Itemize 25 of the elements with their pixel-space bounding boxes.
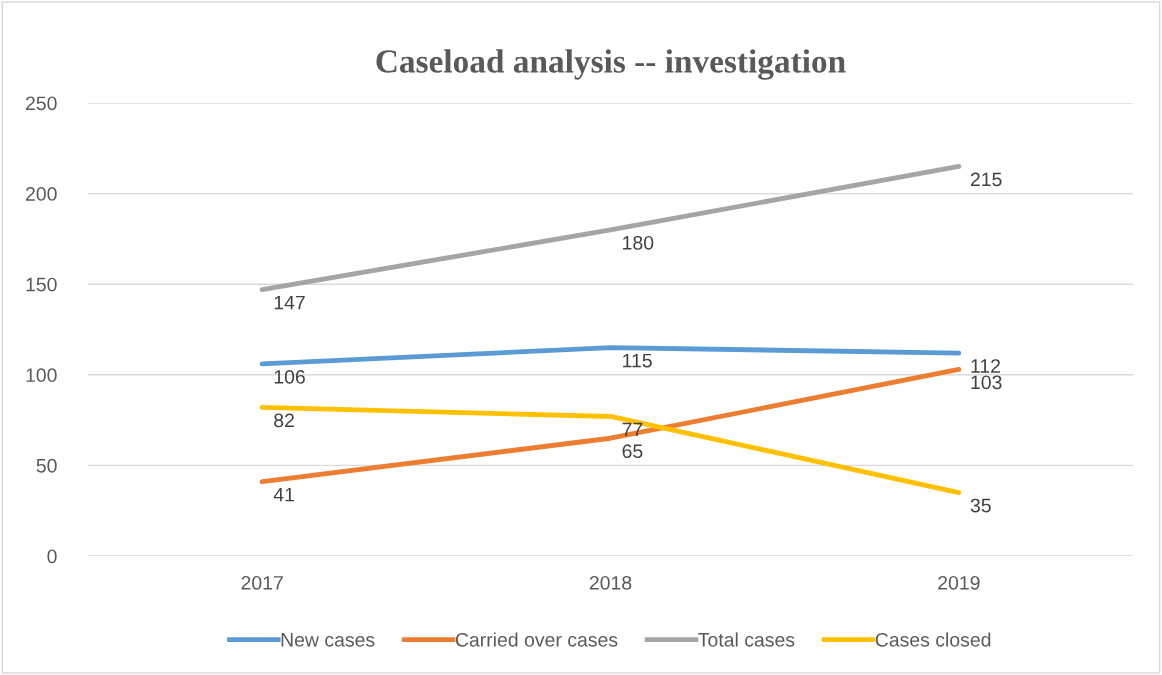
data-label: 41 [273,487,294,502]
data-label: 82 [274,413,294,428]
x-tick-label: 2017 [241,575,283,590]
y-tick-label: 100 [26,368,57,383]
x-tick-label: 2019 [938,575,980,590]
y-tick-label: 250 [25,96,57,111]
data-label: 35 [970,498,991,513]
data-label: 65 [622,444,643,459]
chart-title: Caseload analysis -- investigation [376,49,846,80]
legend-label: New cases [281,633,375,647]
legend-label: Carried over cases [455,632,618,647]
y-tick-label: 0 [47,549,57,564]
data-label: 180 [623,235,654,250]
legend-label: Cases closed [875,632,991,647]
data-label: 215 [970,172,1002,187]
y-tick-label: 50 [36,458,57,473]
data-label: 103 [971,375,1002,390]
legend-label: Total cases [698,632,795,647]
data-label: 147 [274,295,305,310]
data-label: 115 [623,353,652,368]
data-label: 112 [971,359,1000,373]
y-tick-label: 150 [26,277,57,292]
y-tick-label: 200 [25,187,57,201]
x-tick-label: 2018 [589,575,632,590]
data-label: 106 [274,370,305,384]
